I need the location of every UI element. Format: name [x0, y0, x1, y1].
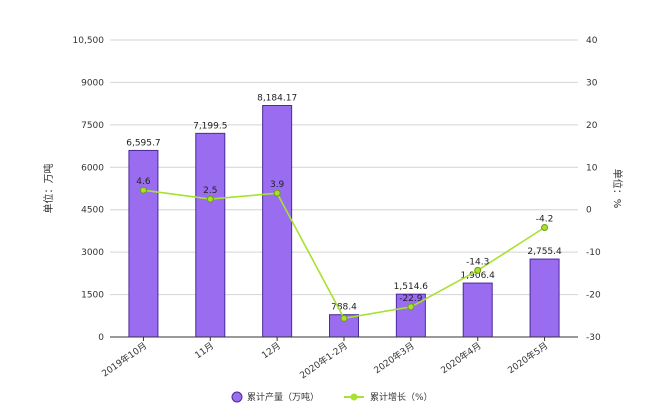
y2-tick-label: 40 — [586, 36, 598, 46]
bar-data-label: 2,755.4 — [527, 247, 562, 257]
x-tick-label: 12月 — [260, 340, 283, 361]
y-tick-label: 4500 — [81, 206, 104, 216]
line-point — [407, 303, 415, 311]
y2-tick-label: 10 — [586, 163, 598, 173]
line-data-label: -4.2 — [536, 215, 554, 225]
line-data-label: -14.3 — [466, 257, 489, 267]
y-tick-label: 10,500 — [73, 36, 105, 46]
line-data-label: 3.9 — [270, 180, 285, 190]
bar — [462, 282, 493, 338]
bar-data-label: 6,595.7 — [126, 138, 160, 148]
y2-tick-label: 20 — [586, 121, 598, 131]
y-axis-title: 单位：万吨 — [42, 164, 55, 214]
x-tick-label: 11月 — [193, 340, 216, 361]
y2-tick-label: -30 — [586, 333, 601, 343]
x-axis: 2019年10月 11月 12月 2020年1-2月 2020年3月 2020年4月 202… — [99, 336, 578, 382]
y2-tick-label: -20 — [586, 291, 601, 301]
bar-series: 6,595.7 7,199.5 8,184.17 788.4 1,514.6 1,906.… — [126, 94, 562, 338]
bar — [195, 132, 226, 338]
line-series: 4.6 2.5 3.9 -22.9 -14.3 -4.2 — [136, 177, 554, 322]
line-point — [340, 314, 348, 322]
bar — [262, 105, 293, 338]
y2-tick-label: -10 — [586, 248, 601, 258]
line-point — [139, 186, 147, 194]
bar-data-label: 1,906.4 — [461, 271, 496, 281]
y2-tick-label: 30 — [586, 78, 598, 88]
line-data-label: 4.6 — [136, 177, 151, 187]
line-data-label: -22.9 — [399, 294, 423, 304]
y-axis-right: -30 -20 -10 0 10 20 30 40 — [586, 36, 601, 343]
x-tick-label: 2020年3月 — [371, 340, 416, 377]
bar-data-label: 1,514.6 — [394, 282, 429, 292]
y2-axis-title: 单位：% — [611, 169, 624, 209]
line-point — [541, 224, 549, 232]
legend-line-dot — [350, 393, 358, 401]
y-tick-label: 3000 — [81, 248, 104, 258]
line-point — [206, 195, 214, 203]
bar — [128, 149, 159, 338]
bar-data-label: 8,184.17 — [257, 94, 297, 104]
legend-line-label: 累计增长（%） — [370, 391, 433, 403]
gridlines — [110, 39, 578, 338]
bar-data-label: 788.4 — [331, 303, 357, 313]
x-tick-label: 2020年4月 — [438, 340, 483, 377]
y2-tick-label: 0 — [586, 206, 592, 216]
x-tick-label: 2020年1-2月 — [297, 340, 349, 382]
y-tick-label: 1500 — [81, 291, 104, 301]
x-tick-label: 2020年5月 — [505, 340, 550, 377]
y-tick-label: 0 — [98, 333, 104, 343]
bar-data-label: 7,199.5 — [193, 121, 227, 131]
bar — [529, 258, 560, 338]
y-axis-left: 0 1500 3000 4500 6000 7500 9000 10,500 — [73, 36, 105, 343]
line-point — [273, 189, 281, 197]
x-tick-label: 2019年10月 — [99, 340, 149, 380]
legend[interactable]: 累计产量（万吨） 累计增长（%） — [231, 391, 433, 403]
y-tick-label: 6000 — [81, 163, 104, 173]
legend-bar-swatch — [231, 391, 243, 403]
y-tick-label: 9000 — [81, 78, 104, 88]
legend-bar-label: 累计产量（万吨） — [247, 391, 319, 403]
line-point — [474, 266, 482, 274]
line-data-label: 2.5 — [203, 186, 217, 196]
y-tick-label: 7500 — [81, 121, 104, 131]
